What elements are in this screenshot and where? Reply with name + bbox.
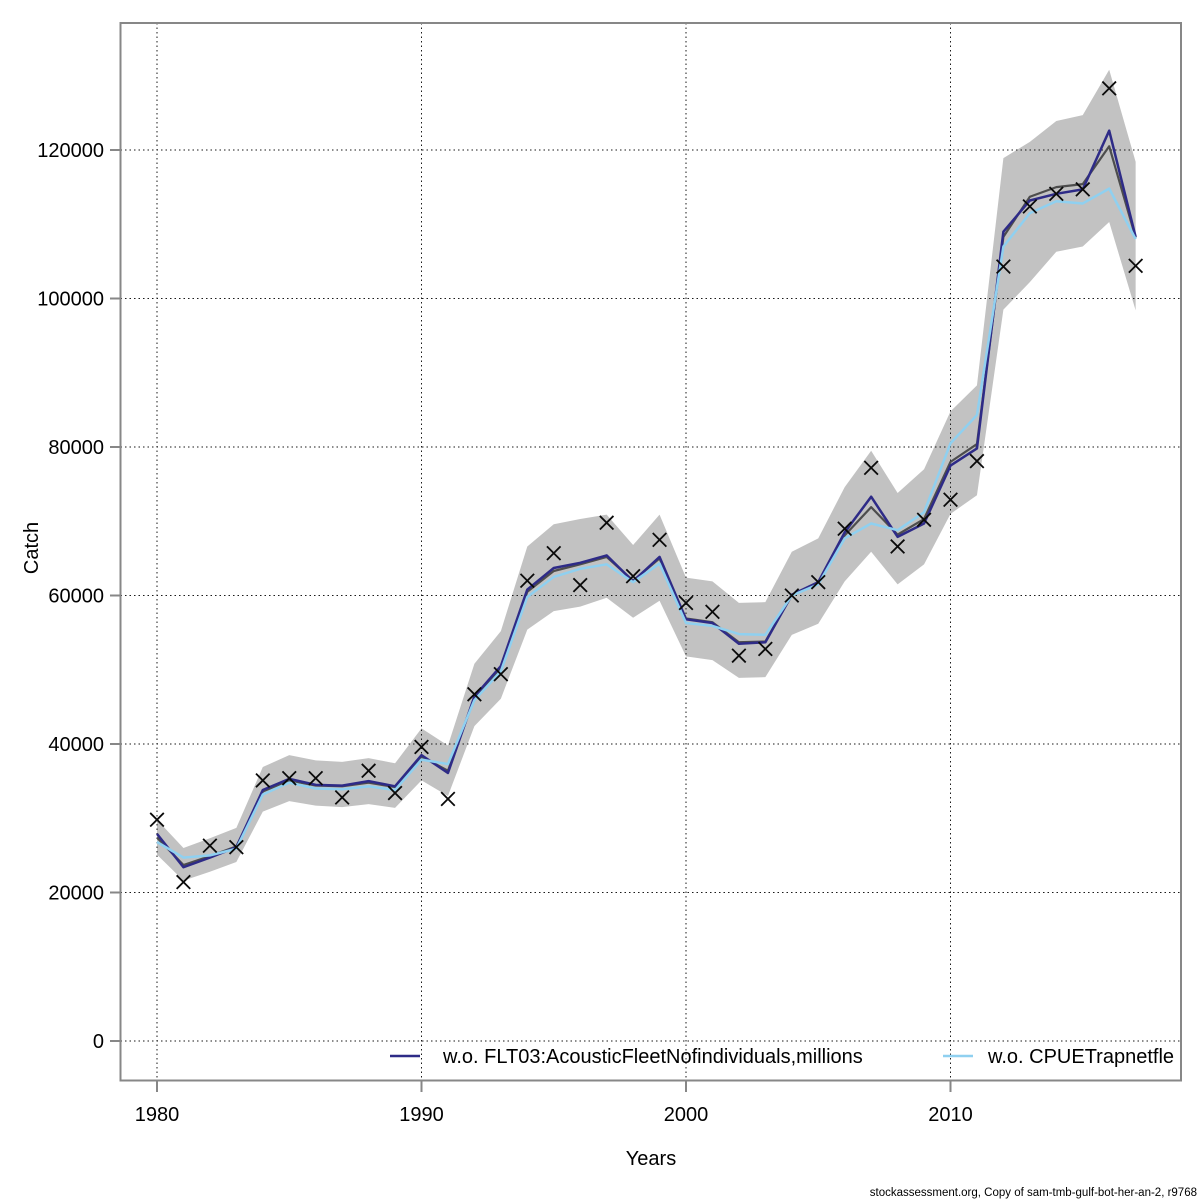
x-tick-label-1990: 1990 <box>399 1104 444 1126</box>
obs-marker-1990 <box>414 739 429 755</box>
obs-marker-2001 <box>705 604 720 620</box>
axis-ticks-layer: 0 20000 40000 60000 80000 100000 120000 1980 199… <box>37 140 973 1126</box>
y-tick-label-120000: 120000 <box>37 140 104 162</box>
x-tick-label-2010: 2010 <box>928 1104 973 1126</box>
obs-marker-1989 <box>387 785 403 801</box>
obs-marker-2008 <box>890 539 906 554</box>
obs-marker-1993 <box>493 666 509 682</box>
obs-marker-1998 <box>625 568 641 584</box>
y-tick-label-60000: 60000 <box>48 586 104 608</box>
obs-marker-1995 <box>546 545 562 561</box>
series-lines-layer <box>156 129 1137 869</box>
obs-marker-1981 <box>176 874 191 890</box>
obs-marker-2011 <box>969 453 985 469</box>
confidence-band-layer <box>157 69 1136 881</box>
obs-marker-2014 <box>1048 186 1064 202</box>
observation-markers-layer <box>149 80 1144 890</box>
series-line-0 <box>156 145 1137 867</box>
x-axis-title: Years <box>626 1148 676 1170</box>
y-tick-label-100000: 100000 <box>37 289 104 311</box>
obs-marker-2010 <box>943 492 958 508</box>
obs-marker-1985 <box>281 770 297 786</box>
obs-marker-1991 <box>440 791 456 807</box>
obs-marker-2004 <box>784 588 800 603</box>
x-tick-label-1980: 1980 <box>135 1104 180 1126</box>
obs-marker-1994 <box>519 573 535 589</box>
obs-marker-1980 <box>149 812 165 828</box>
y-tick-label-20000: 20000 <box>48 883 104 905</box>
y-tick-label-80000: 80000 <box>48 437 104 459</box>
obs-marker-1996 <box>572 577 588 593</box>
obs-marker-2007 <box>863 460 879 476</box>
plot-border <box>119 22 1182 1082</box>
obs-marker-1999 <box>652 532 667 548</box>
obs-marker-2012 <box>995 259 1011 275</box>
series-line-2 <box>156 187 1137 859</box>
obs-marker-2016 <box>1101 80 1117 96</box>
obs-marker-2006 <box>837 521 853 537</box>
obs-marker-1987 <box>334 790 350 805</box>
obs-marker-1982 <box>202 838 218 854</box>
legend: w.o. FLT03:AcousticFleetNofindividuals,m… <box>390 1046 1174 1068</box>
obs-marker-1988 <box>361 763 377 779</box>
obs-marker-1983 <box>228 839 244 855</box>
obs-marker-2005 <box>810 574 826 590</box>
x-tick-label-2000: 2000 <box>664 1104 709 1126</box>
obs-marker-1986 <box>308 770 324 786</box>
obs-marker-2003 <box>757 641 773 657</box>
obs-marker-1984 <box>255 772 271 788</box>
obs-marker-2017 <box>1128 258 1144 274</box>
obs-marker-2009 <box>916 512 932 528</box>
y-axis-title: Catch <box>21 522 43 574</box>
y-tick-label-40000: 40000 <box>48 734 104 756</box>
series-line-1 <box>156 129 1137 869</box>
y-tick-label-0: 0 <box>93 1031 104 1053</box>
legend-label-wo-cpue: w.o. CPUETrapnetfle <box>987 1046 1174 1068</box>
obs-marker-1992 <box>466 686 482 702</box>
obs-marker-2000 <box>678 595 694 611</box>
obs-marker-2015 <box>1075 181 1091 197</box>
confidence-band <box>157 69 1136 881</box>
obs-marker-2013 <box>1022 198 1038 214</box>
obs-marker-2002 <box>731 648 747 664</box>
footer-attribution: stockassessment.org, Copy of sam-tmb-gul… <box>870 1187 1197 1199</box>
gridline-layer <box>120 23 1181 1081</box>
legend-label-wo-flt03: w.o. FLT03:AcousticFleetNofindividuals,m… <box>442 1046 863 1068</box>
obs-marker-1997 <box>599 515 615 531</box>
